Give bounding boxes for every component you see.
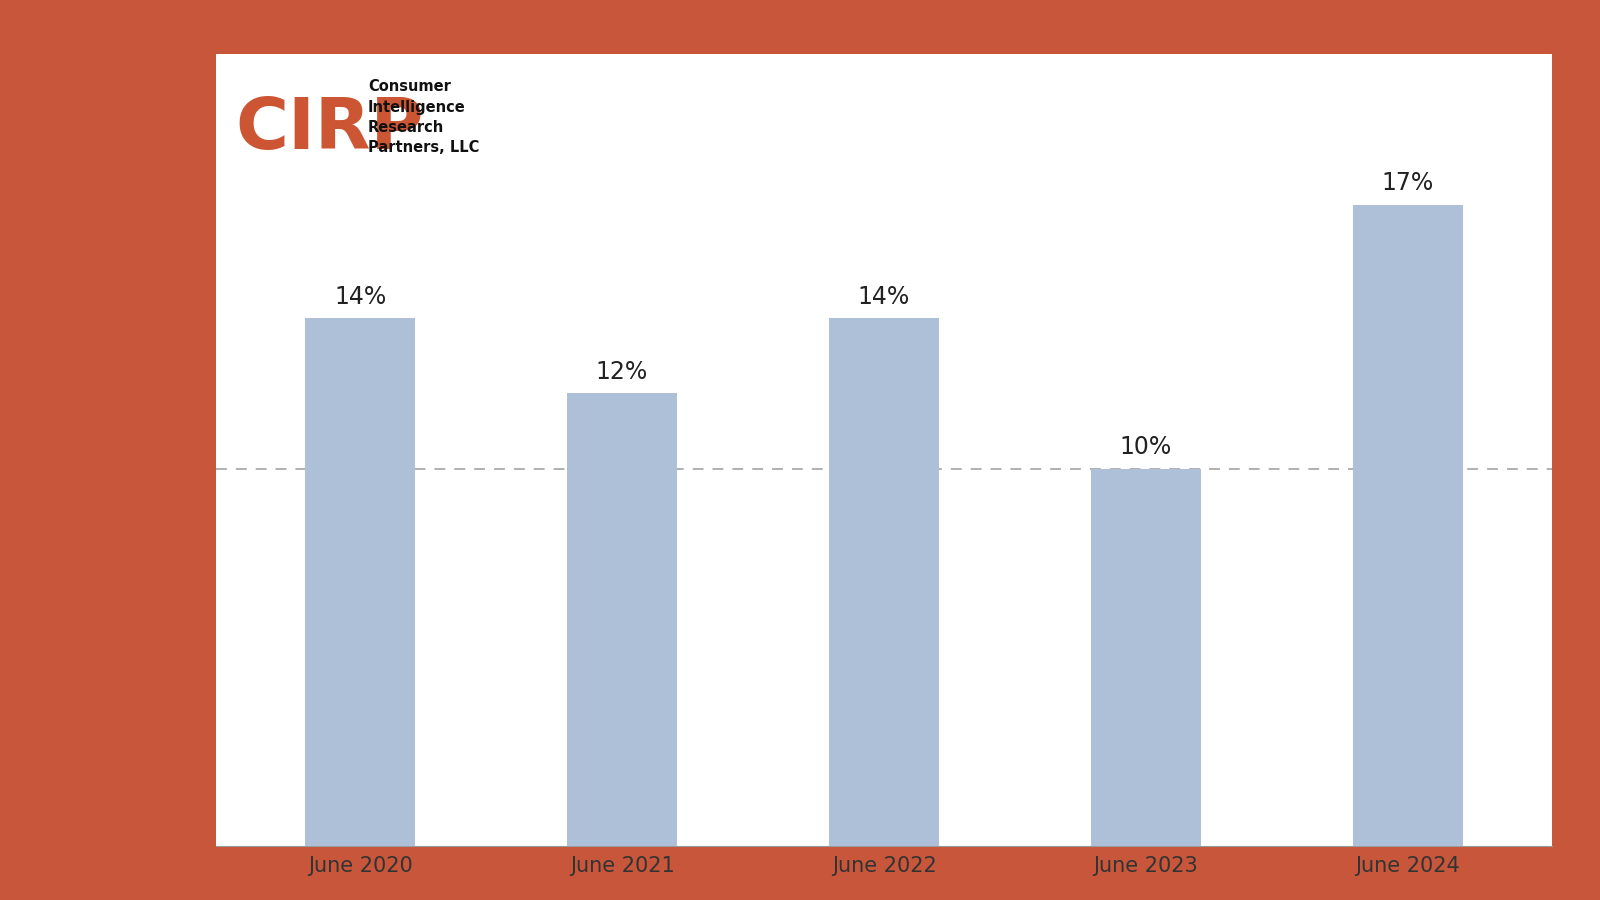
Bar	[306, 318, 414, 846]
Bar	[829, 318, 939, 846]
Text: CIRP: CIRP	[235, 94, 424, 164]
Text: 14%: 14%	[334, 284, 386, 309]
Text: 10%: 10%	[1120, 436, 1173, 459]
Text: 17%: 17%	[1382, 171, 1434, 195]
Bar	[566, 393, 677, 846]
Bar	[1091, 469, 1202, 846]
Bar	[1354, 205, 1462, 846]
Text: 14%: 14%	[858, 284, 910, 309]
Text: Consumer
Intelligence
Research
Partners, LLC: Consumer Intelligence Research Partners,…	[368, 79, 480, 156]
Text: 12%: 12%	[595, 360, 648, 384]
